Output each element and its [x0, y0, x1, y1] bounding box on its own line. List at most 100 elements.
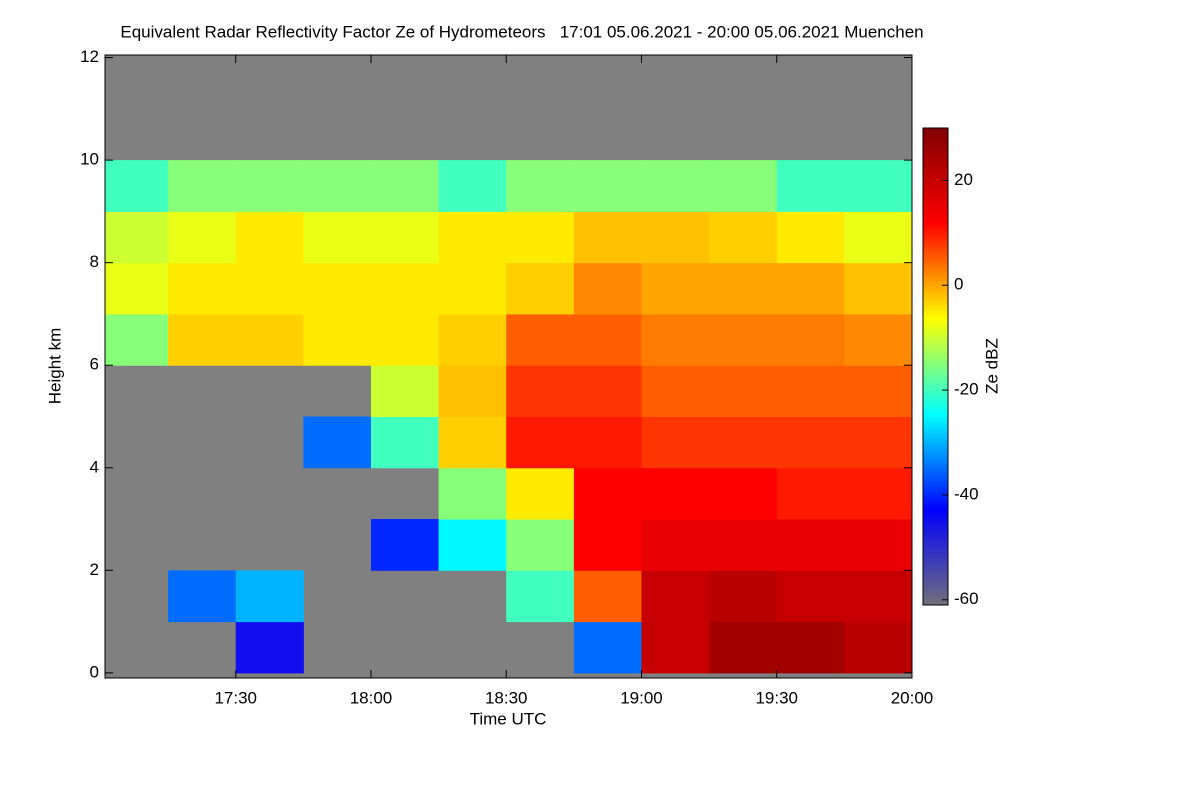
cell — [506, 416, 575, 469]
cell — [709, 621, 778, 674]
cell — [370, 160, 440, 212]
cell — [438, 313, 507, 366]
colorbar-tick-label: 0 — [954, 275, 963, 294]
cell — [506, 519, 575, 571]
cell — [641, 570, 710, 623]
cell — [370, 519, 440, 571]
cell — [573, 365, 642, 417]
cell — [776, 416, 845, 469]
cell — [776, 570, 845, 623]
cell — [776, 519, 845, 571]
cell — [105, 160, 169, 212]
cells — [105, 160, 912, 674]
cell — [370, 313, 440, 366]
cell — [573, 313, 642, 366]
cell — [641, 519, 710, 571]
y-tick-label: 10 — [80, 150, 99, 169]
cell — [573, 621, 642, 674]
cell — [168, 570, 237, 623]
y-tick-label: 12 — [80, 47, 99, 66]
cell — [844, 160, 912, 212]
cell — [709, 262, 778, 315]
x-tick-label: 18:00 — [350, 688, 393, 707]
cell — [235, 211, 304, 264]
cell — [844, 262, 912, 315]
cell — [438, 365, 507, 417]
cell — [709, 160, 778, 212]
cell — [168, 262, 237, 315]
colorbar-tick-label: -20 — [954, 380, 979, 399]
cell — [573, 160, 642, 212]
y-axis-label: Height km — [45, 328, 64, 405]
cell — [573, 416, 642, 469]
cell — [235, 621, 304, 674]
cell — [370, 416, 440, 469]
cell — [709, 570, 778, 623]
cell — [105, 211, 169, 264]
y-tick-label: 8 — [90, 252, 99, 271]
cell — [235, 313, 304, 366]
cell — [709, 519, 778, 571]
cell — [709, 313, 778, 366]
x-tick-label: 19:00 — [620, 688, 663, 707]
cell — [844, 467, 912, 520]
cell — [844, 211, 912, 264]
cell — [303, 160, 372, 212]
cell — [438, 416, 507, 469]
cell — [776, 262, 845, 315]
colorbar-tick-label: -40 — [954, 484, 979, 503]
cell — [506, 160, 575, 212]
cell — [573, 262, 642, 315]
cell — [303, 211, 372, 264]
cell — [105, 262, 169, 315]
cell — [641, 160, 710, 212]
cell — [168, 160, 237, 212]
cell — [235, 570, 304, 623]
cell — [506, 365, 575, 417]
cell — [709, 211, 778, 264]
cell — [438, 467, 507, 520]
cell — [844, 365, 912, 417]
x-tick-label: 17:30 — [214, 688, 257, 707]
cell — [235, 262, 304, 315]
cell — [438, 211, 507, 264]
cell — [506, 467, 575, 520]
cell — [506, 570, 575, 623]
cell — [641, 365, 710, 417]
cell — [641, 313, 710, 366]
cell — [776, 313, 845, 366]
cell — [303, 262, 372, 315]
cell — [776, 211, 845, 264]
cell — [168, 211, 237, 264]
cell — [776, 621, 845, 674]
cell — [709, 467, 778, 520]
cell — [303, 416, 372, 469]
cell — [641, 621, 710, 674]
cell — [641, 211, 710, 264]
x-tick-label: 19:30 — [755, 688, 798, 707]
cell — [168, 313, 237, 366]
cell — [844, 621, 912, 674]
cell — [709, 365, 778, 417]
colorbar-label: Ze dBZ — [982, 338, 1001, 394]
plot-frame — [104, 54, 913, 679]
cell — [776, 160, 845, 212]
cell — [303, 313, 372, 366]
cell — [370, 211, 440, 264]
cell — [776, 365, 845, 417]
colorbar-tick-label: -60 — [954, 589, 979, 608]
y-tick-label: 0 — [90, 662, 99, 681]
colorbar-tick-label: 20 — [954, 170, 973, 189]
y-tick-label: 4 — [90, 457, 99, 476]
cell — [438, 160, 507, 212]
cell — [506, 262, 575, 315]
cell — [506, 211, 575, 264]
cell — [709, 416, 778, 469]
cell — [844, 519, 912, 571]
cell — [573, 570, 642, 623]
cell — [641, 416, 710, 469]
cell — [776, 467, 845, 520]
cell — [438, 519, 507, 571]
cell — [105, 313, 169, 366]
cell — [438, 262, 507, 315]
